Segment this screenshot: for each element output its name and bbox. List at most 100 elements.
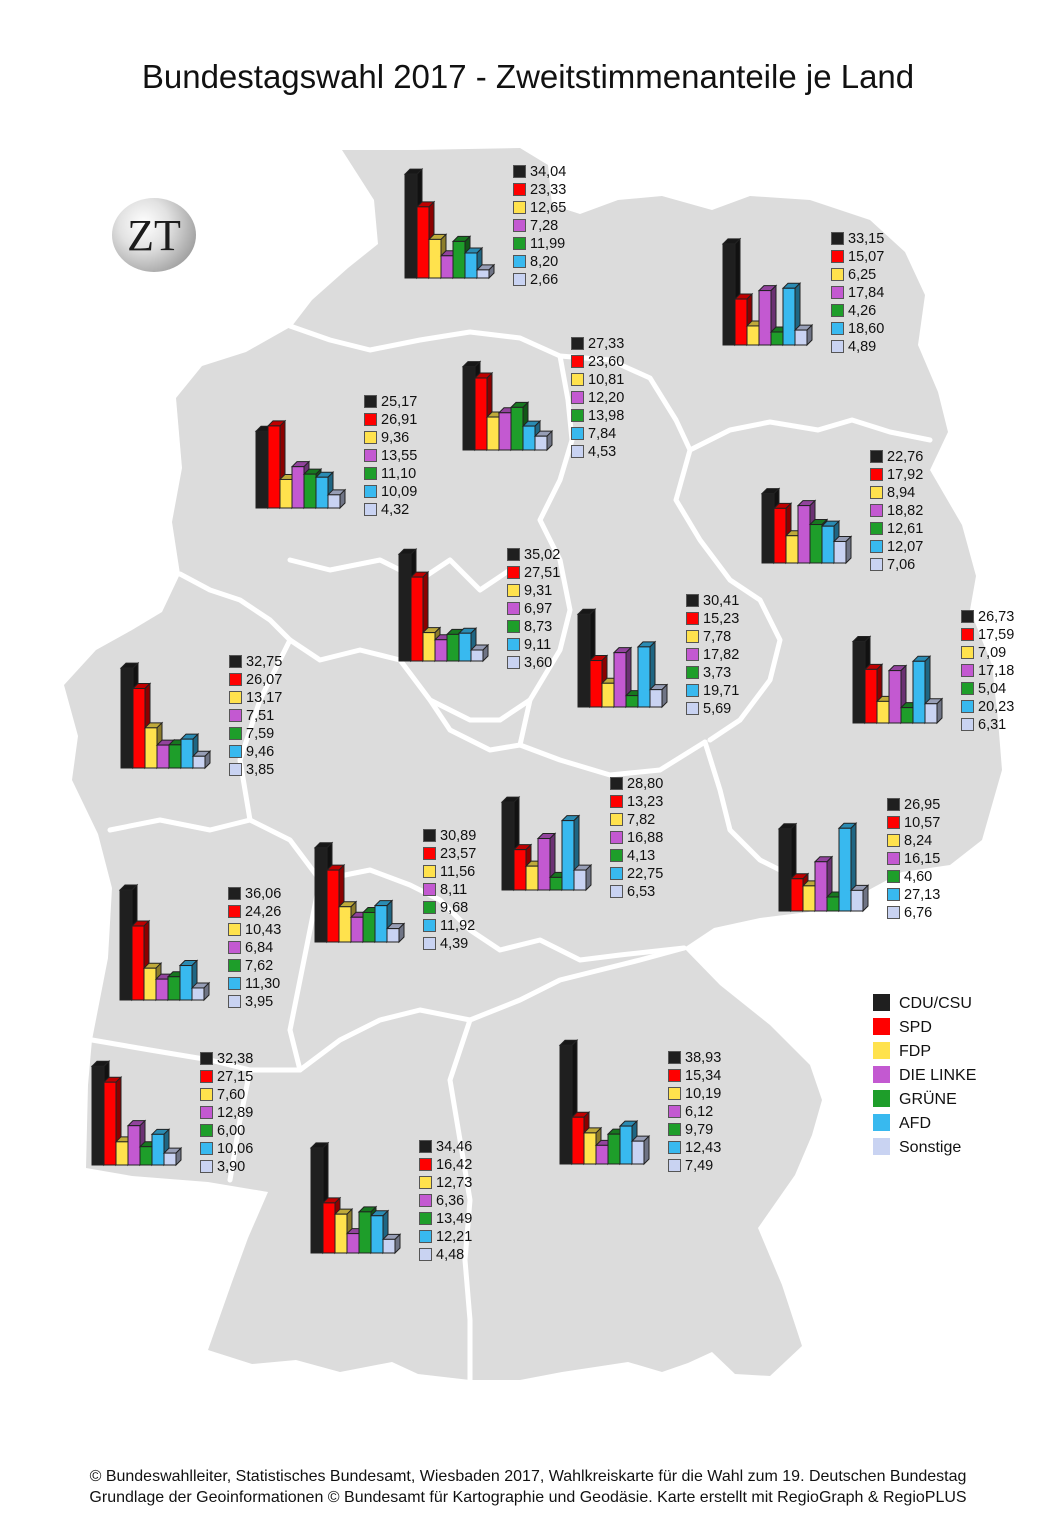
- value-row-fdp: 12,65: [513, 199, 566, 217]
- value-label: 27,13: [904, 887, 941, 903]
- value-label: 4,13: [627, 848, 656, 864]
- value-swatch: [870, 504, 883, 517]
- value-label: 33,15: [848, 231, 885, 247]
- value-swatch: [229, 709, 242, 722]
- bar-front: [334, 1213, 348, 1254]
- value-label: 11,99: [530, 236, 566, 252]
- value-label: 9,46: [246, 744, 275, 760]
- value-row-afd: 10,09: [364, 483, 417, 501]
- value-swatch: [364, 467, 377, 480]
- bar-front: [864, 668, 878, 724]
- value-label: 9,79: [685, 1122, 714, 1138]
- value-swatch: [507, 656, 520, 669]
- values-thueringen: 28,80 13,23 7,82 16,88 4,13 22,75 6,53: [610, 775, 663, 901]
- value-label: 27,33: [588, 336, 625, 352]
- value-row-spd: 15,23: [686, 610, 739, 628]
- value-label: 36,06: [245, 886, 282, 902]
- value-swatch: [870, 486, 883, 499]
- value-label: 10,57: [904, 815, 941, 831]
- value-row-afd: 8,20: [513, 253, 566, 271]
- value-row-afd: 10,06: [200, 1140, 253, 1158]
- value-label: 6,84: [245, 940, 274, 956]
- value-row-sonstige: 3,95: [228, 993, 281, 1011]
- value-row-fdp: 11,56: [423, 863, 476, 881]
- bar-front: [462, 366, 476, 451]
- value-label: 6,00: [217, 1123, 246, 1139]
- value-label: 5,69: [703, 701, 732, 717]
- bar-front: [91, 1065, 105, 1166]
- chart-rheinland-pfalz: [118, 883, 211, 1002]
- bar-front: [386, 928, 400, 943]
- value-label: 5,04: [978, 681, 1007, 697]
- value-row-spd: 26,07: [229, 671, 282, 689]
- value-swatch: [507, 584, 520, 597]
- values-berlin: 22,76 17,92 8,94 18,82 12,61 12,07 7,06: [870, 448, 923, 574]
- value-swatch: [364, 395, 377, 408]
- value-row-sonstige: 7,49: [668, 1157, 721, 1175]
- bar-front: [631, 1140, 645, 1165]
- value-row-spd: 17,92: [870, 466, 923, 484]
- bar-front: [255, 430, 269, 509]
- values-mecklenburg-vorpommern: 33,15 15,07 6,25 17,84 4,26 18,60 4,89: [831, 230, 884, 356]
- value-swatch: [423, 937, 436, 950]
- value-swatch: [419, 1176, 432, 1189]
- value-label: 4,26: [848, 303, 877, 319]
- values-hamburg: 27,33 23,60 10,81 12,20 13,98 7,84 4,53: [571, 335, 624, 461]
- map-title: Bundestagswahl 2017 - Zweitstimmenanteil…: [141, 58, 915, 95]
- bar-side: [585, 863, 592, 892]
- chart-baden-wuerttemberg: [309, 1141, 402, 1255]
- bar-front: [267, 425, 281, 509]
- bar-front: [625, 695, 639, 708]
- value-swatch: [887, 870, 900, 883]
- bar-brandenburg-sonstige: [923, 697, 944, 725]
- bar-front: [155, 978, 169, 1001]
- bar-front: [167, 976, 181, 1001]
- value-row-gruene: 13,49: [419, 1210, 472, 1228]
- value-row-cdu: 30,89: [423, 827, 476, 845]
- bar-front: [797, 505, 811, 564]
- value-swatch: [870, 468, 883, 481]
- bar-front: [144, 727, 158, 769]
- value-swatch: [571, 373, 584, 386]
- bar-front: [374, 905, 388, 943]
- value-row-linke: 17,18: [961, 662, 1014, 680]
- value-swatch: [831, 250, 844, 263]
- value-label: 6,31: [978, 717, 1007, 733]
- bar-front: [151, 1133, 165, 1166]
- value-label: 17,18: [978, 663, 1015, 679]
- value-label: 10,06: [217, 1141, 254, 1157]
- value-swatch: [513, 165, 526, 178]
- zt-logo: ZT: [112, 198, 196, 272]
- value-label: 9,31: [524, 583, 553, 599]
- value-swatch: [571, 409, 584, 422]
- bar-front: [382, 1238, 396, 1254]
- value-swatch: [571, 391, 584, 404]
- value-swatch: [228, 905, 241, 918]
- chart-nordrhein-westfalen: [119, 661, 212, 770]
- value-row-linke: 16,15: [887, 850, 940, 868]
- value-swatch: [668, 1159, 681, 1172]
- value-row-afd: 9,11: [507, 636, 560, 654]
- legend-swatch: [873, 1018, 890, 1035]
- value-row-sonstige: 6,31: [961, 716, 1014, 734]
- bar-front: [440, 255, 454, 279]
- bar-charts-layer: [90, 167, 944, 1255]
- bar-front: [534, 435, 548, 451]
- bar-front: [814, 861, 828, 912]
- bar-front: [850, 889, 864, 912]
- value-swatch: [513, 255, 526, 268]
- value-swatch: [513, 219, 526, 232]
- value-row-gruene: 11,99: [513, 235, 566, 253]
- value-row-gruene: 13,98: [571, 407, 624, 425]
- bar-sachsen-anhalt-sonstige: [648, 683, 669, 709]
- value-row-gruene: 9,68: [423, 899, 476, 917]
- bar-front: [322, 1202, 336, 1254]
- value-row-linke: 12,20: [571, 389, 624, 407]
- value-swatch: [887, 888, 900, 901]
- bar-front: [476, 269, 490, 279]
- value-label: 10,09: [381, 484, 418, 500]
- value-label: 28,80: [627, 776, 664, 792]
- bar-front: [327, 494, 341, 509]
- value-row-cdu: 34,46: [419, 1138, 472, 1156]
